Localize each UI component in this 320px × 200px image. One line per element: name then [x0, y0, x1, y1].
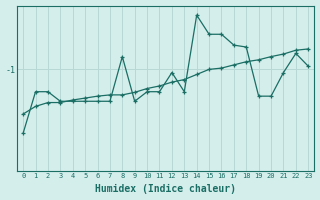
X-axis label: Humidex (Indice chaleur): Humidex (Indice chaleur)	[95, 184, 236, 194]
